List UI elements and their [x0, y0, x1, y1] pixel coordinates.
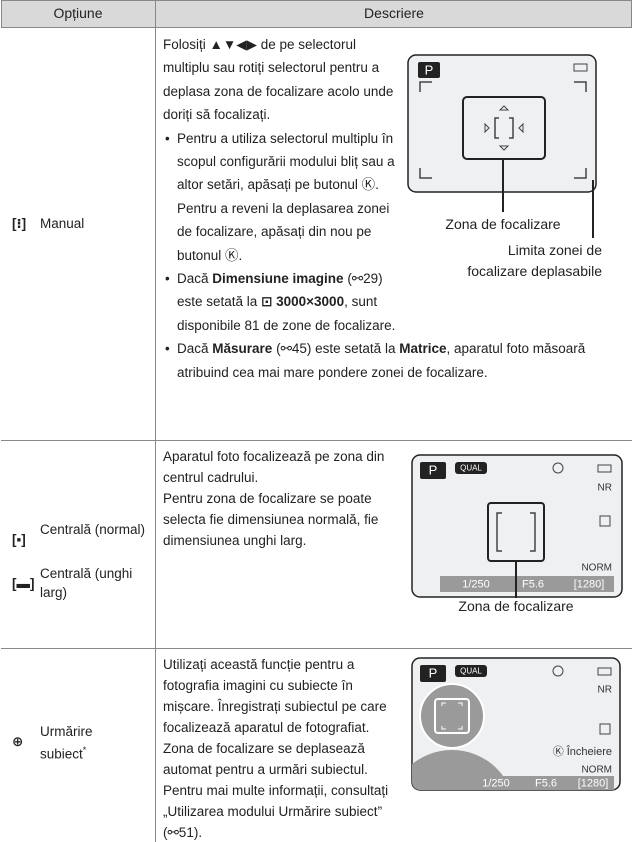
text: Aparatul foto focalizează pe zona din ce… [163, 449, 385, 485]
text: Folosiți ▲▼◀▶ de pe selectorul multiplu … [163, 37, 394, 123]
quality-badge: QUAL [460, 667, 482, 676]
mode-badge: P [429, 665, 438, 680]
figure-caption: Limita zonei de focalizare deplasabile [467, 242, 602, 279]
option-label: Manual [40, 216, 85, 231]
figure-caption: Zona de focalizare [445, 216, 561, 232]
option-icon: [▬] [12, 576, 35, 591]
bullet: Dacă Dimensiune imagine (⚯29) este setat… [165, 267, 625, 337]
paragraph: Pentru zona de focalizare se poate selec… [163, 488, 625, 551]
option-label: Urmărire subiect* [40, 722, 130, 764]
remaining: [1280] [578, 777, 609, 789]
description: Aparatul foto focalizează pe zona din ce… [163, 446, 625, 631]
rule [1, 0, 2, 27]
text: (⚯29) este setată la [177, 271, 383, 310]
header-option: Opțiune [1, 0, 155, 27]
nr-indicator: NR [598, 483, 612, 494]
text: , aparatul foto măsoară atribuind cea ma… [177, 341, 586, 380]
bullet: Pentru a utiliza selectorul multiplu în … [165, 127, 625, 267]
option-text: Urmărire subiect [40, 724, 93, 762]
bold-text: ⊡ 3000×3000 [261, 294, 345, 310]
size-indicator: NORM [581, 563, 612, 574]
rule [631, 0, 632, 27]
text: Pentru zona de focalizare se poate selec… [163, 491, 379, 548]
footnote-mark: * [82, 745, 87, 755]
paragraph: Utilizați această funcție pentru a fotog… [163, 654, 625, 842]
text: Dacă [177, 271, 213, 287]
description: Folosiți ▲▼◀▶ de pe selectorul multiplu … [163, 33, 625, 384]
description: Utilizați această funcție pentru a fotog… [163, 654, 625, 842]
text: Pentru a utiliza selectorul multiplu în … [177, 130, 395, 263]
bold-text: Măsurare [212, 341, 273, 357]
size-indicator: NORM [581, 765, 612, 776]
rule [1, 27, 632, 28]
bullet: Dacă Măsurare (⚯45) este setată la Matri… [165, 337, 625, 384]
mode-badge: P [425, 62, 434, 77]
option-icon: ⊕ [12, 734, 24, 749]
header-description: Descriere [156, 0, 632, 27]
option-icon: [▪] [12, 532, 26, 547]
action-hint: Ⓚ Încheiere [553, 745, 612, 758]
rule [155, 0, 156, 842]
paragraph: Folosiți ▲▼◀▶ de pe selectorul multiplu … [163, 33, 625, 127]
text: (⚯45) este setată la [272, 341, 400, 357]
bold-text: Dimensiune imagine [212, 271, 344, 287]
aperture: F5.6 [522, 578, 544, 590]
rule [1, 440, 632, 441]
option-label: Centrală (normal) [40, 522, 146, 537]
quality-badge: QUAL [460, 464, 482, 473]
nr-indicator: NR [598, 685, 612, 696]
camera-screen: P QUAL NR NORM 1/250 F5.6 [1280] [411, 454, 623, 598]
aperture: F5.6 [535, 777, 557, 789]
bold-text: Matrice [399, 341, 447, 357]
remaining: [1280] [574, 578, 605, 590]
bullet-list: Pentru a utiliza selectorul multiplu în … [163, 127, 625, 384]
text: , sunt disponibile 81 de zone de focaliz… [177, 294, 396, 333]
rule [1, 0, 632, 1]
mode-badge: P [429, 462, 438, 477]
rule [1, 648, 632, 649]
camera-screen: P QUAL NR Ⓚ Încheiere NORM 1/250 F5.6 [1… [411, 657, 621, 791]
option-label: Centrală (unghi larg) [40, 566, 133, 600]
shutter: 1/250 [482, 777, 510, 789]
paragraph: Aparatul foto focalizează pe zona din ce… [163, 446, 625, 488]
figure-caption: Zona de focalizare [458, 598, 574, 614]
text: Dacă [177, 341, 213, 357]
option-icon: [⁝] [12, 216, 27, 231]
text: Utilizați această funcție pentru a fotog… [163, 657, 389, 840]
shutter: 1/250 [462, 578, 490, 590]
camera-screen: P [407, 54, 597, 238]
